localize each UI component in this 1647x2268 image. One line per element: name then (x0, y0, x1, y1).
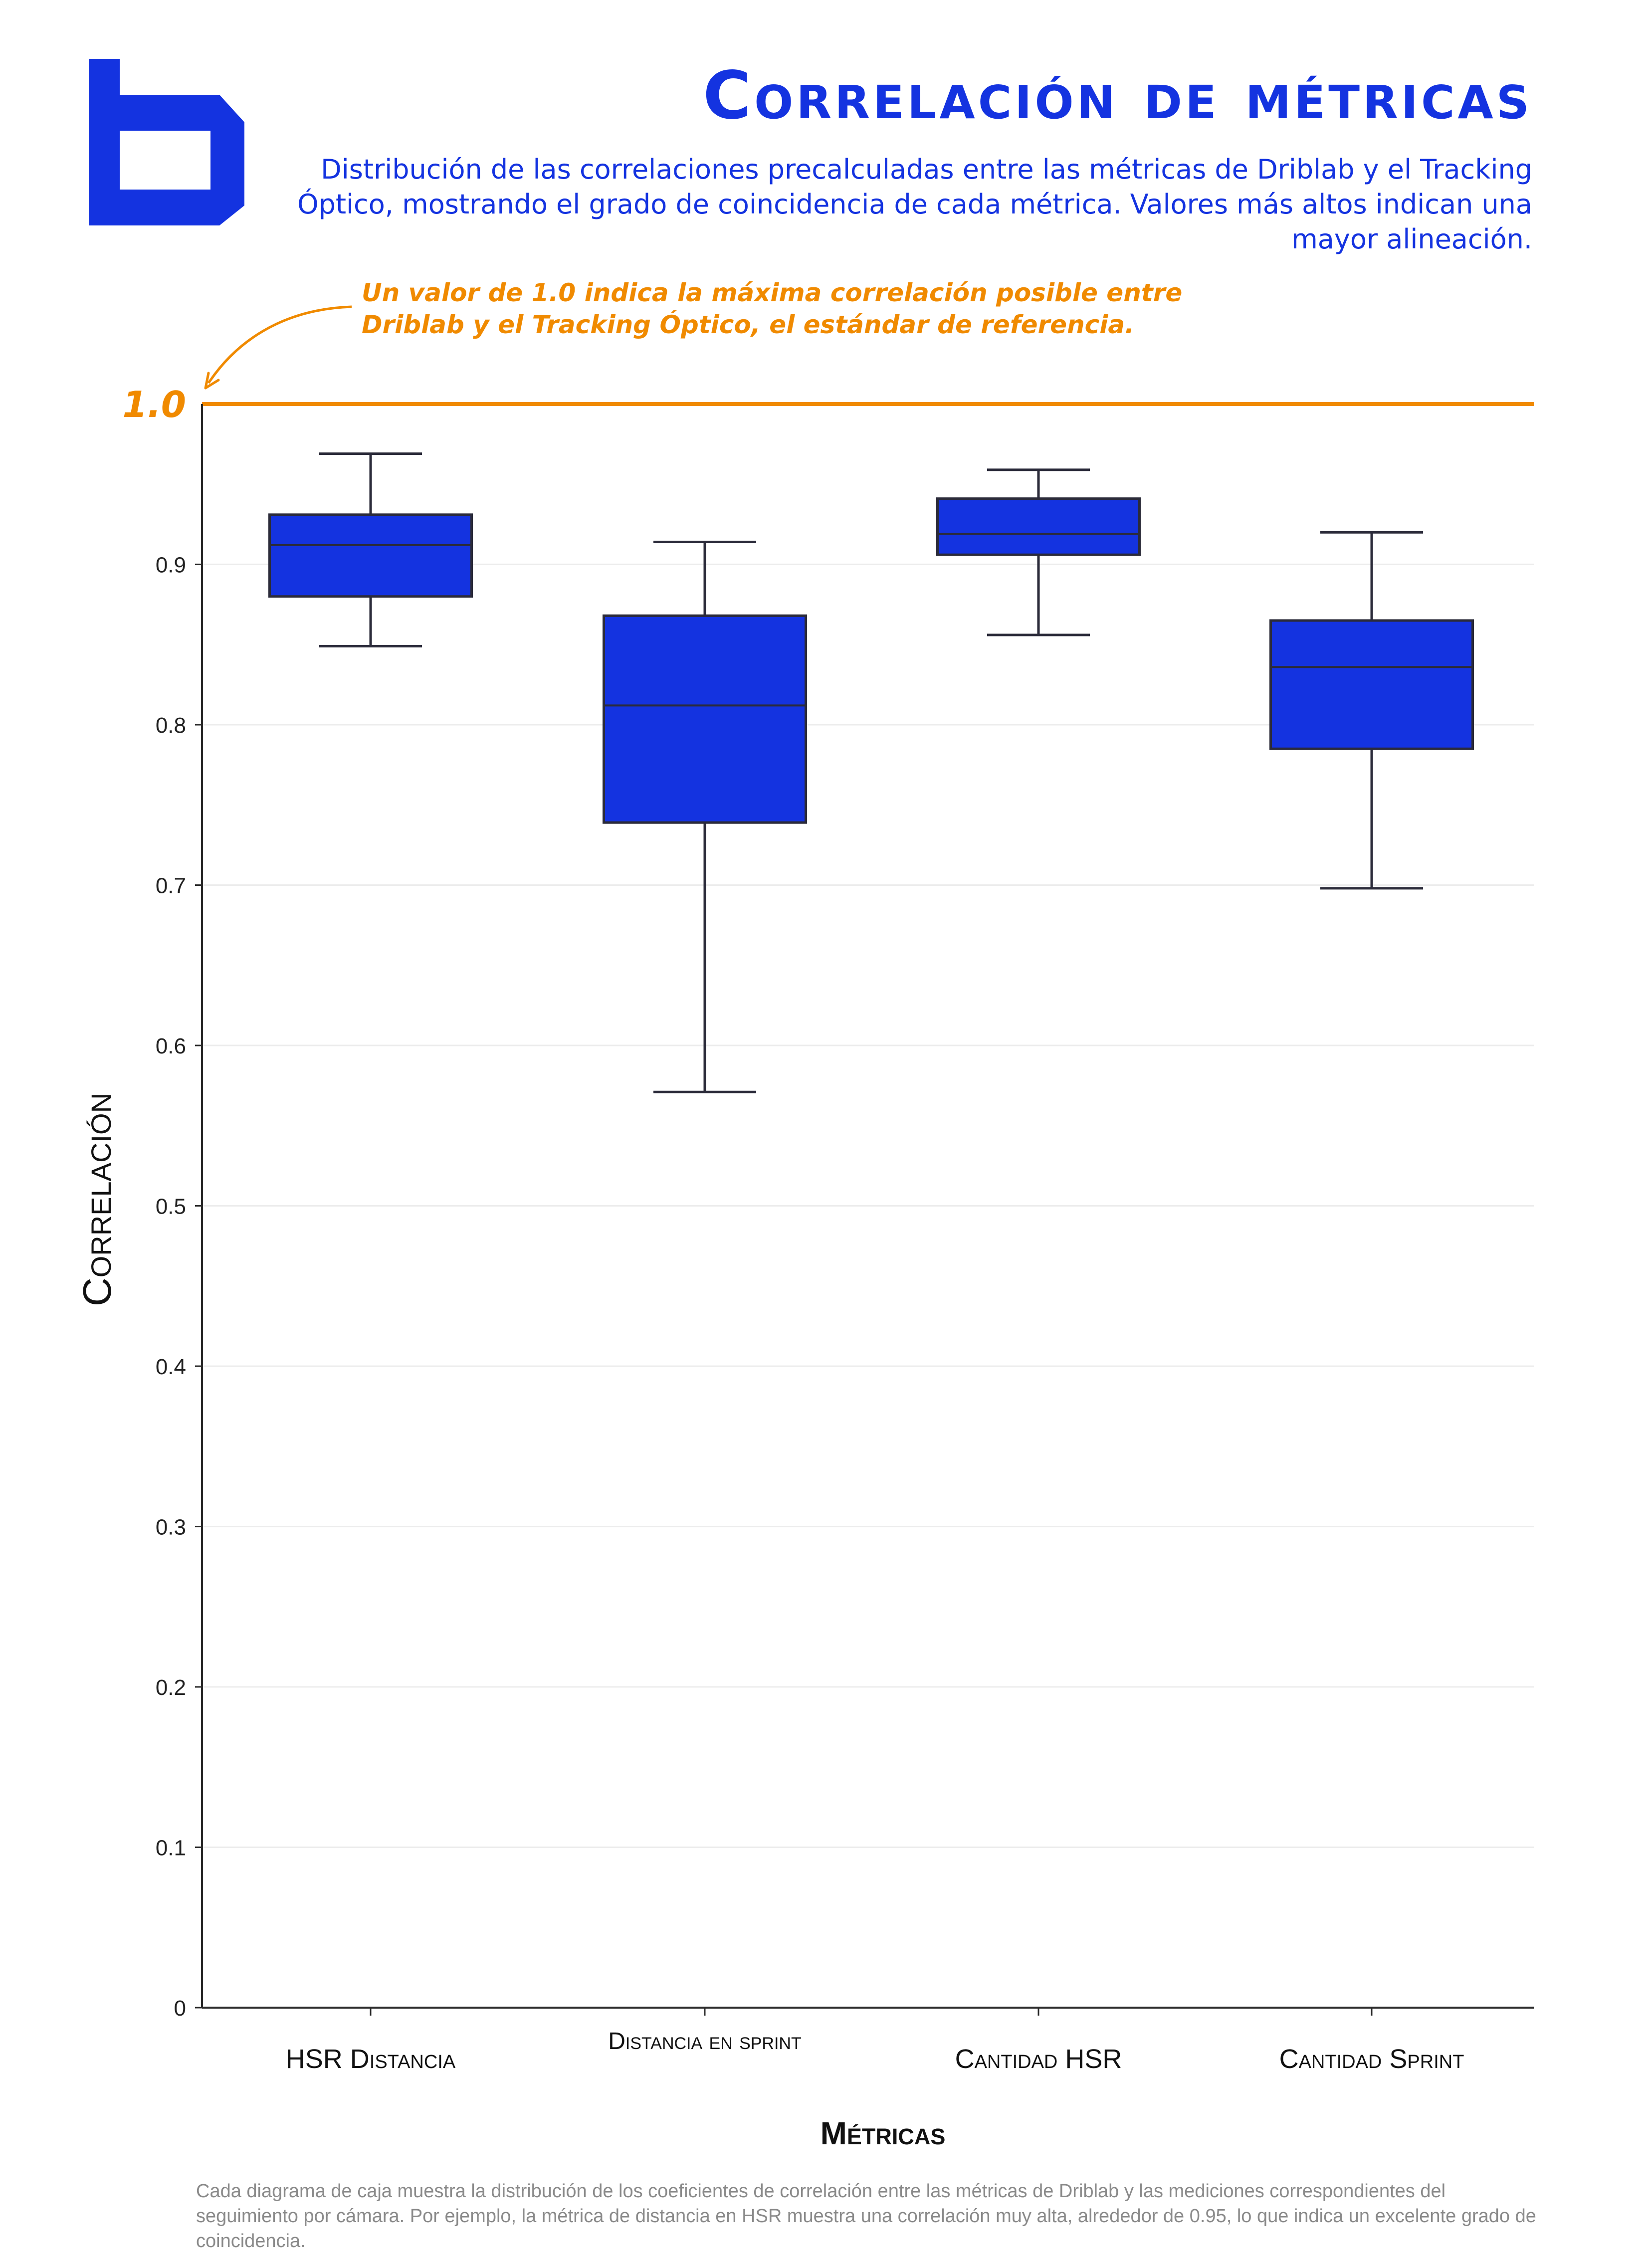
y-tick-label: 0 (174, 1996, 186, 2021)
y-tick-label: 0.8 (156, 713, 186, 738)
category-label-cantidad-sprint: Cantidad Sprint (1279, 2044, 1464, 2074)
category-label-hsr-distancia: HSR Distancia (285, 2044, 456, 2074)
box-iqr (936, 497, 1141, 556)
y-tick-label: 0.6 (156, 1034, 186, 1058)
y-tick-label: 0.3 (156, 1515, 186, 1540)
reference-annotation: Un valor de 1.0 indica la máxima correla… (362, 278, 1183, 339)
annotation-arrow-head (204, 372, 220, 390)
y-tick-label: 0.9 (156, 553, 186, 578)
reference-line-label: 1.0 (122, 384, 186, 425)
footnote: Cada diagrama de caja muestra la distrib… (196, 2181, 1536, 2252)
category-label-cantidad-hsr: Cantidad HSR (955, 2044, 1122, 2074)
y-tick-label: 0.2 (156, 1675, 186, 1700)
driblab-logo (89, 59, 244, 225)
x-axis-label: Métricas (820, 2115, 946, 2151)
category-label-distancia-en-sprint: Distancia en sprint (608, 2028, 802, 2055)
box-iqr (603, 614, 807, 824)
page-title: Correlación de métricas (703, 57, 1532, 134)
y-tick-label: 0.5 (156, 1195, 186, 1219)
y-axis-label: Correlación (75, 1092, 119, 1307)
page-subtitle: Distribución de las correlaciones precal… (297, 154, 1532, 255)
y-tick-label: 0.7 (156, 874, 186, 898)
box-iqr (268, 513, 473, 598)
annotation-arrow (207, 305, 352, 384)
y-tick-label: 0.1 (156, 1836, 186, 1860)
box-iqr (1269, 619, 1474, 750)
y-tick-label: 0.4 (156, 1355, 186, 1379)
